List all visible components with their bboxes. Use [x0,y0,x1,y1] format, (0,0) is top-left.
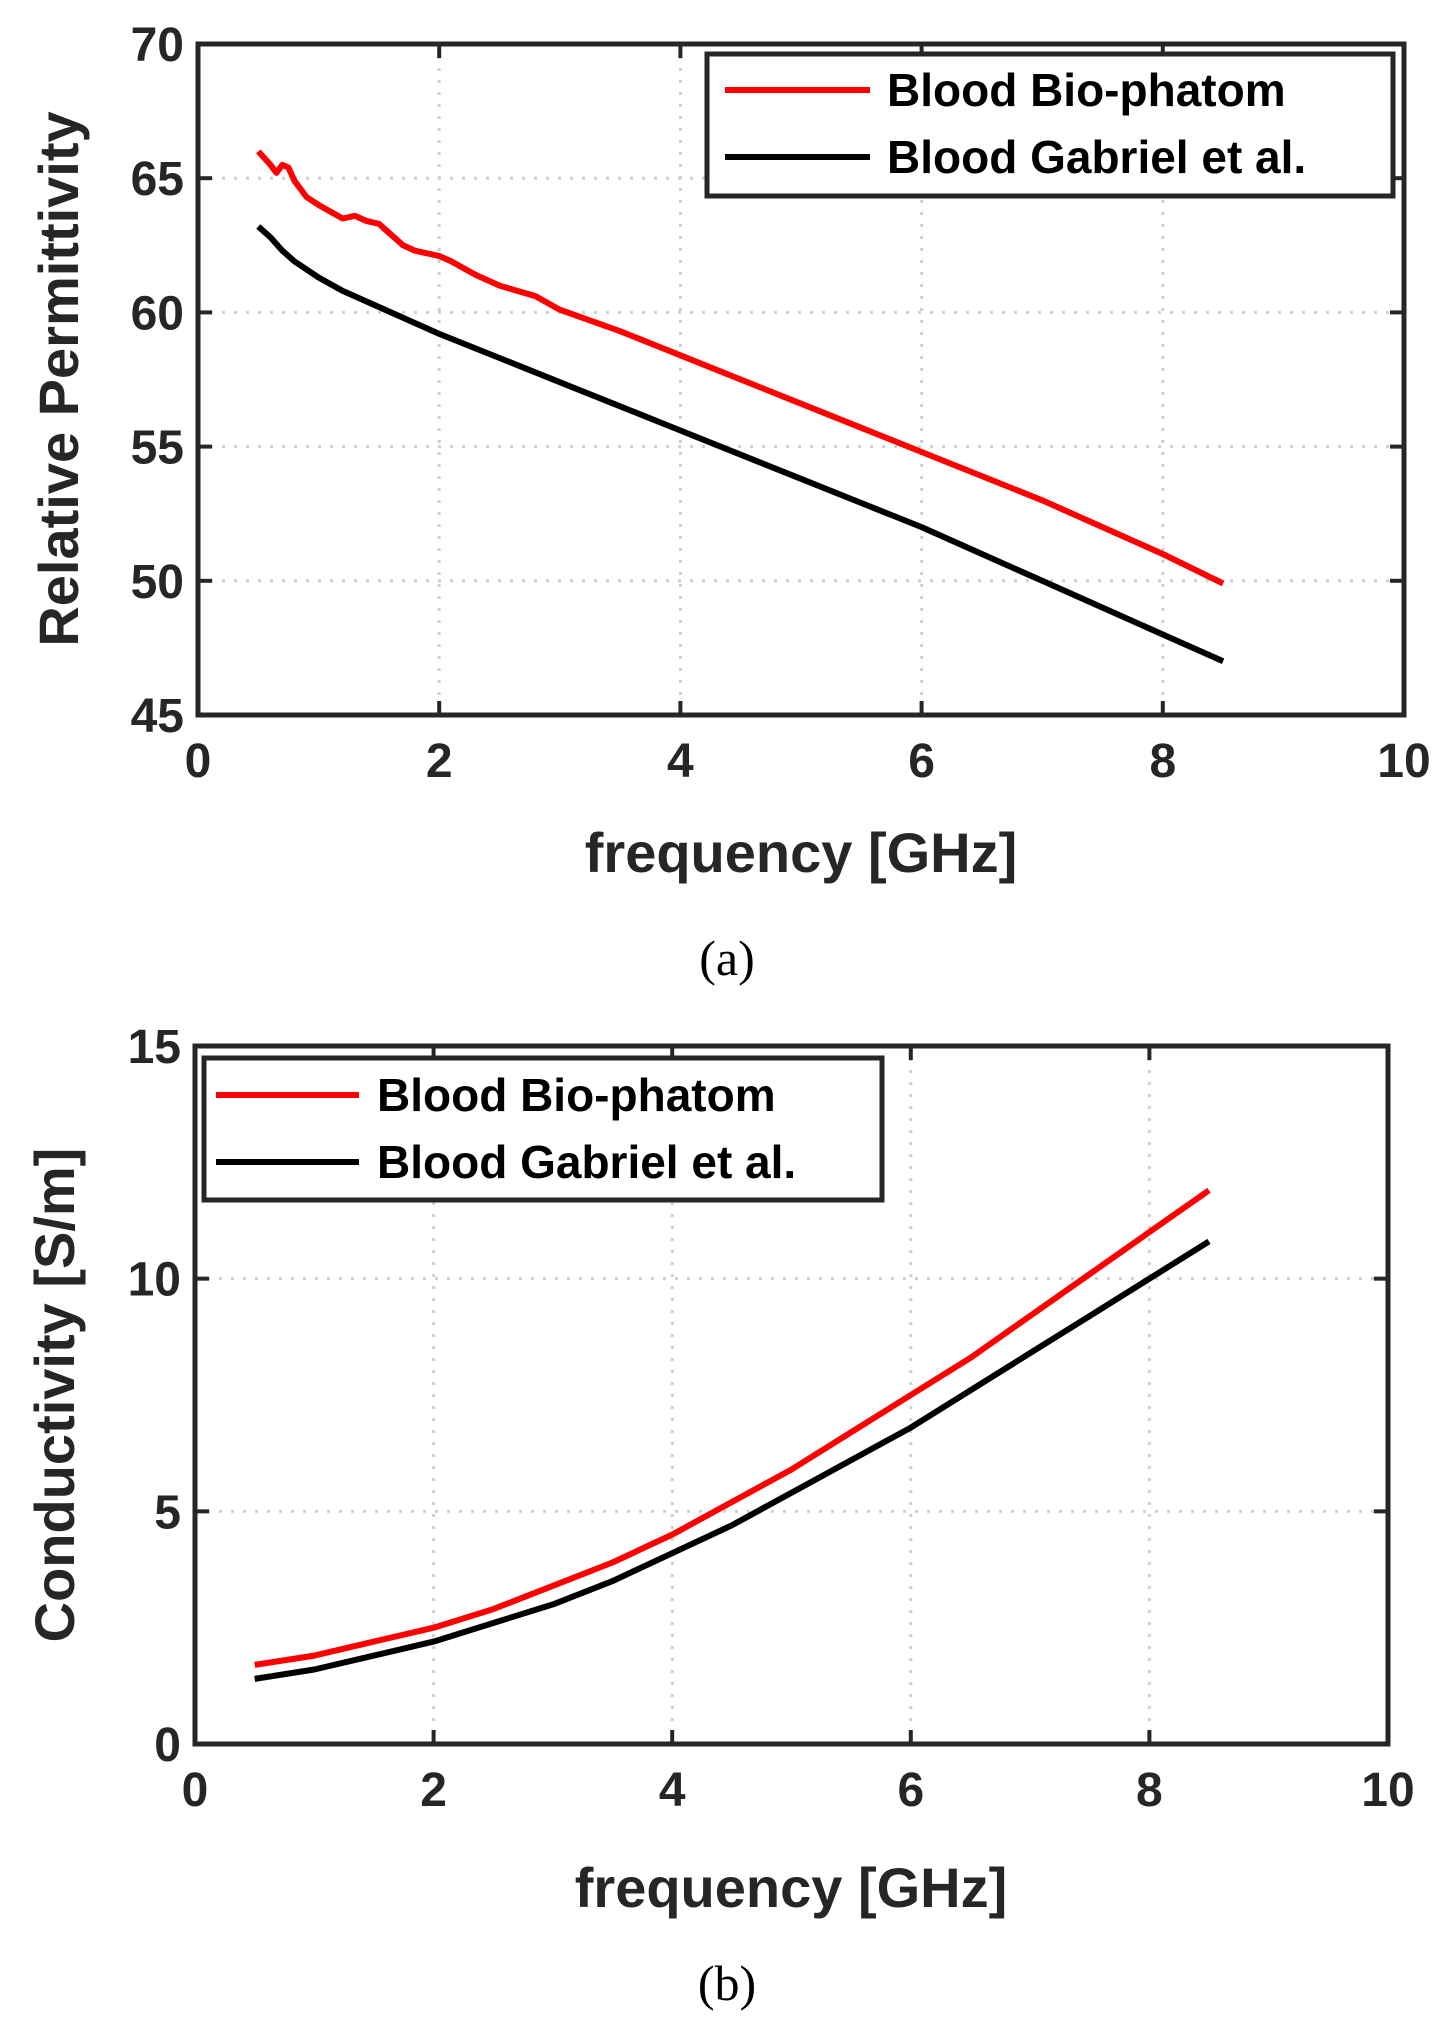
x-tick-label-b-3: 6 [897,1764,924,1817]
y-tick-label-a-0: 45 [131,690,184,743]
legend-label-a-0: Blood Bio-phatom [887,64,1286,116]
x-tick-label-b-5: 10 [1361,1764,1414,1817]
y-ticks-b: 0 5 10 15 [128,1021,1388,1772]
x-tick-label-a-4: 8 [1149,735,1176,788]
y-tick-label-a-1: 50 [131,556,184,609]
x-axis-label-a: frequency [GHz] [585,821,1018,884]
x-tick-label-b-2: 4 [659,1764,686,1817]
x-tick-label-b-0: 0 [182,1764,209,1817]
axes-frame-b [192,1043,1391,1747]
x-tick-label-a-5: 10 [1377,735,1430,788]
legend-label-b-1: Blood Gabriel et al. [377,1136,796,1188]
legend-box-a [704,51,1396,199]
series-line-a-0 [256,149,1225,587]
y-axis-label-b: Conductivity [S/m] [23,1148,86,1643]
caption-b: (b) [698,1955,756,2011]
x-tick-label-a-0: 0 [185,735,212,788]
legend-a: Blood Bio-phatom Blood Gabriel et al. [704,51,1396,199]
y-ticks-a: 45 50 55 60 65 70 [131,19,1404,743]
x-axis-label-b: frequency [GHz] [575,1856,1008,1919]
series-lines-b [254,1187,1211,1682]
y-tick-label-b-1: 5 [154,1486,181,1539]
x-tick-label-a-1: 2 [426,735,453,788]
x-tick-label-b-4: 8 [1136,1764,1163,1817]
y-tick-label-a-2: 55 [131,422,184,475]
y-tick-label-b-2: 10 [128,1254,181,1307]
y-tick-label-b-0: 0 [154,1719,181,1772]
y-tick-label-a-3: 60 [131,287,184,340]
series-lines-a [256,149,1225,665]
y-tick-label-b-3: 15 [128,1021,181,1074]
y-tick-label-a-5: 70 [131,19,184,72]
legend-b: Blood Bio-phatom Blood Gabriel et al. [201,1055,885,1203]
axes-frame-a [195,41,1407,718]
series-line-b-1 [254,1238,1211,1682]
x-tick-label-b-1: 2 [420,1764,447,1817]
legend-box-b [201,1055,885,1203]
x-ticks-a: 0 2 4 6 8 10 [185,44,1431,788]
legend-label-a-1: Blood Gabriel et al. [887,131,1306,183]
x-tick-label-a-2: 4 [667,735,694,788]
panel-a-permittivity: 0 2 4 6 8 10 45 50 55 60 65 70 frequency [GHz] Rel… [27,19,1431,986]
legend-label-b-0: Blood Bio-phatom [377,1069,776,1121]
x-ticks-b: 0 2 4 6 8 10 [182,1046,1415,1817]
y-tick-label-a-4: 65 [131,153,184,206]
series-line-a-1 [256,224,1225,665]
series-line-b-0 [254,1187,1211,1668]
x-tick-label-a-3: 6 [908,735,935,788]
panel-b-conductivity: 0 2 4 6 8 10 0 5 10 15 frequency [GHz] Conductiv… [23,1021,1415,2011]
y-axis-label-a: Relative Permittivity [27,111,90,646]
caption-a: (a) [699,930,755,986]
